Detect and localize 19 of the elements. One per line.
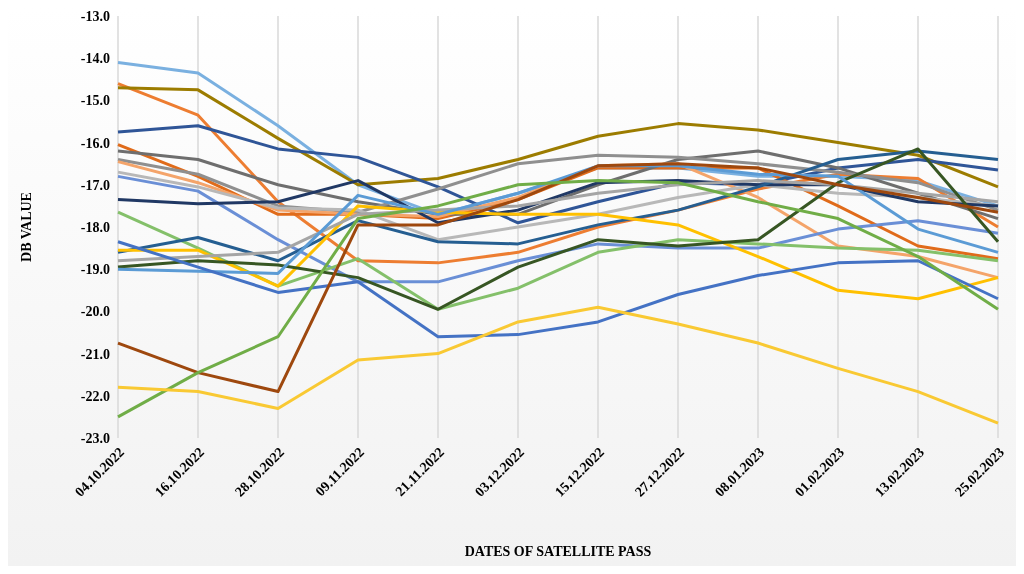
line-series — [116, 147, 1000, 311]
line-series — [116, 86, 1000, 189]
y-tick-label: -13.0 — [80, 8, 110, 24]
y-tick-label: -16.0 — [80, 135, 110, 151]
y-tick-label: -22.0 — [80, 388, 110, 404]
y-tick-label: -23.0 — [80, 430, 110, 446]
y-tick-label: -18.0 — [80, 219, 110, 235]
x-axis-title: DATES OF SATELLITE PASS — [464, 544, 652, 559]
y-tick-label: -14.0 — [80, 51, 110, 67]
line-series — [116, 162, 1000, 394]
y-tick-label: -19.0 — [80, 262, 110, 278]
y-tick-label: -21.0 — [80, 346, 110, 362]
y-tick-label: -15.0 — [80, 93, 110, 109]
line-series — [116, 179, 1000, 419]
y-axis-title: DB VALUE — [18, 192, 34, 262]
y-tick-label: -17.0 — [80, 177, 110, 193]
line-series — [116, 240, 1000, 339]
line-series — [116, 305, 1000, 425]
y-tick-label: -20.0 — [80, 304, 110, 320]
